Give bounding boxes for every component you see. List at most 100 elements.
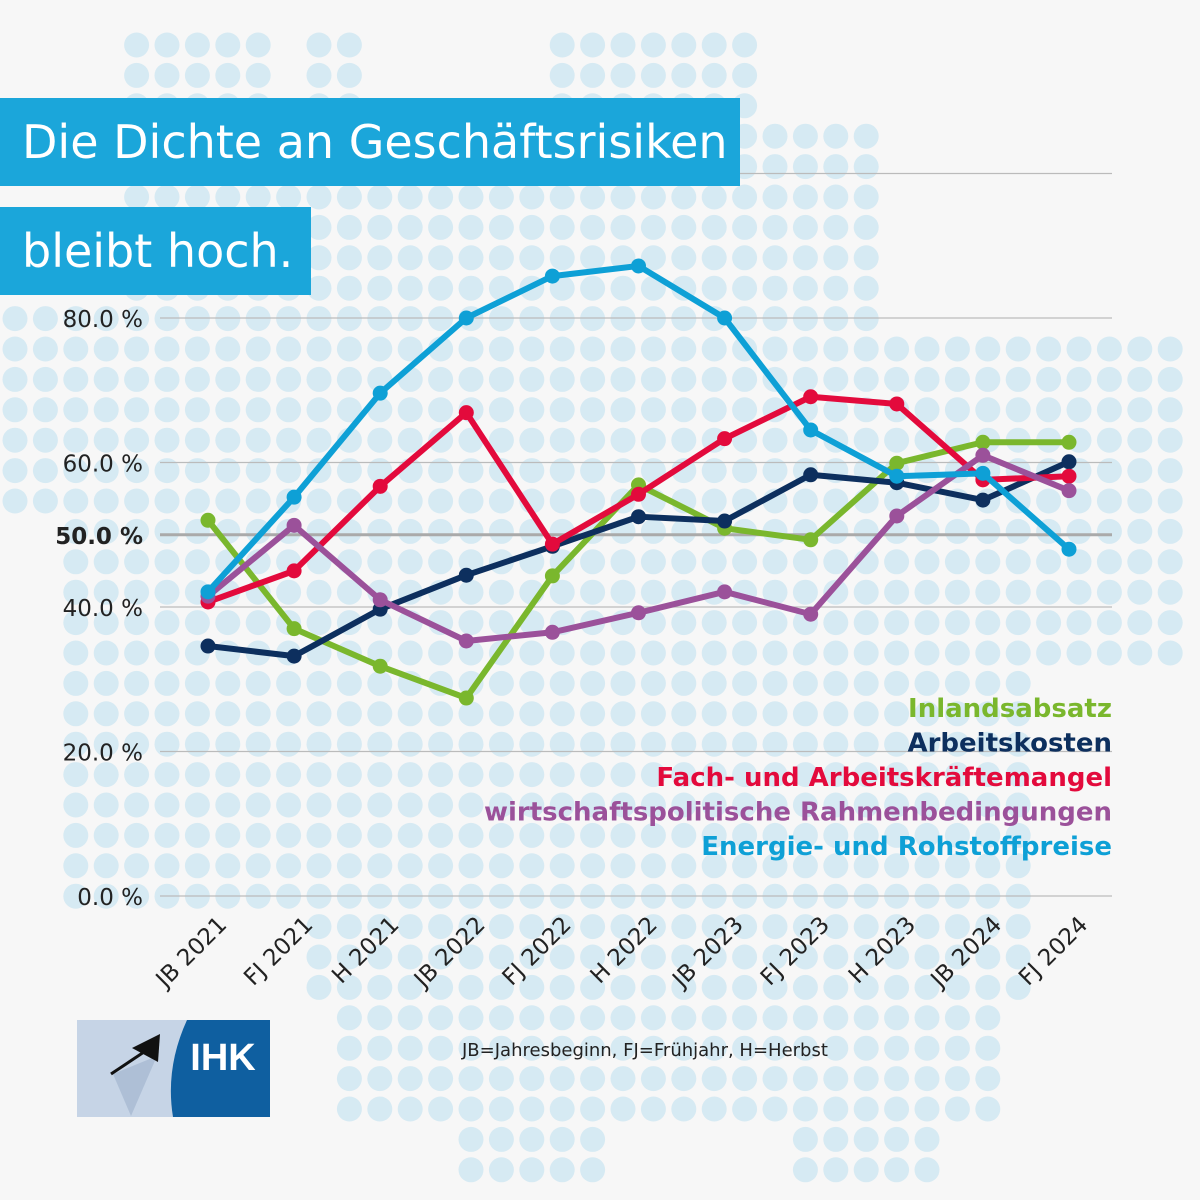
map-dot	[1157, 488, 1183, 514]
map-dot	[732, 610, 758, 636]
map-dot	[944, 701, 970, 727]
map-dot	[93, 640, 119, 666]
map-dot	[519, 458, 545, 484]
map-dot	[367, 275, 393, 301]
map-dot	[640, 944, 666, 970]
map-dot	[519, 701, 545, 727]
map-dot	[519, 1126, 545, 1152]
map-dot	[276, 670, 302, 696]
map-dot	[792, 184, 818, 210]
map-dot	[306, 397, 332, 423]
map-dot	[276, 397, 302, 423]
map-dot	[792, 640, 818, 666]
map-dot	[1096, 336, 1122, 362]
map-dot	[884, 762, 910, 788]
map-dot	[944, 336, 970, 362]
map-dot	[701, 245, 727, 271]
map-dot	[610, 336, 636, 362]
map-dot	[276, 822, 302, 848]
map-dot	[823, 1066, 849, 1092]
map-dot	[762, 1066, 788, 1092]
map-dot	[823, 336, 849, 362]
map-dot	[610, 670, 636, 696]
gridlines	[160, 172, 1112, 897]
map-dot	[1127, 458, 1153, 484]
map-dot	[336, 184, 362, 210]
map-dot	[762, 549, 788, 575]
map-dot	[488, 944, 514, 970]
map-dot	[580, 32, 606, 58]
map-dot	[1005, 914, 1031, 940]
map-dot	[914, 366, 940, 392]
data-point	[717, 584, 733, 600]
map-dot	[640, 1035, 666, 1061]
map-dot	[93, 610, 119, 636]
map-dot	[63, 731, 89, 757]
map-dot	[93, 336, 119, 362]
map-dot	[671, 792, 697, 818]
map-dot	[640, 701, 666, 727]
map-dot	[853, 518, 879, 544]
map-dot	[640, 397, 666, 423]
map-dot	[93, 883, 119, 909]
map-dot	[458, 610, 484, 636]
footnote: JB=Jahresbeginn, FJ=Frühjahr, H=Herbst	[462, 1040, 828, 1061]
map-dot	[458, 974, 484, 1000]
map-dot	[823, 670, 849, 696]
map-dot	[63, 306, 89, 332]
map-dot	[488, 1126, 514, 1152]
map-dot	[762, 214, 788, 240]
map-dot	[184, 792, 210, 818]
data-point	[200, 512, 216, 528]
map-dot	[580, 944, 606, 970]
map-dot	[32, 366, 58, 392]
map-dot	[336, 670, 362, 696]
map-dot	[884, 1005, 910, 1031]
map-dot	[884, 731, 910, 757]
map-dot	[397, 427, 423, 453]
map-dot	[792, 154, 818, 180]
y-tick-label: 40.0 %	[63, 596, 143, 622]
map-dot	[63, 518, 89, 544]
map-dot	[732, 1096, 758, 1122]
map-dot	[884, 1126, 910, 1152]
map-dot	[306, 792, 332, 818]
map-dot	[975, 366, 1001, 392]
map-dot	[762, 458, 788, 484]
map-dot	[853, 731, 879, 757]
map-dot	[1005, 853, 1031, 879]
map-dot	[367, 549, 393, 575]
map-dot	[336, 366, 362, 392]
map-dot	[610, 762, 636, 788]
map-dot	[519, 914, 545, 940]
data-point	[803, 467, 819, 483]
map-dot	[792, 1126, 818, 1152]
map-dot	[1096, 366, 1122, 392]
map-dot	[488, 670, 514, 696]
map-dot	[458, 1005, 484, 1031]
map-dot	[701, 397, 727, 423]
map-dot	[549, 974, 575, 1000]
map-dot	[823, 123, 849, 149]
map-dot	[367, 944, 393, 970]
map-dot	[762, 792, 788, 818]
map-dot	[823, 610, 849, 636]
map-dot	[215, 640, 241, 666]
map-dot	[124, 640, 150, 666]
map-dot	[549, 458, 575, 484]
map-dot	[914, 397, 940, 423]
map-dot	[519, 731, 545, 757]
map-dot	[32, 397, 58, 423]
map-dot	[154, 731, 180, 757]
map-dot	[367, 701, 393, 727]
map-dot	[549, 1035, 575, 1061]
map-dot	[336, 1005, 362, 1031]
map-dot	[1127, 549, 1153, 575]
map-dot	[853, 245, 879, 271]
data-point	[372, 478, 388, 494]
map-dot	[1127, 336, 1153, 362]
map-dot	[63, 549, 89, 575]
map-dot	[488, 731, 514, 757]
data-point	[631, 605, 646, 621]
flag-icon: IHK	[77, 1020, 270, 1117]
